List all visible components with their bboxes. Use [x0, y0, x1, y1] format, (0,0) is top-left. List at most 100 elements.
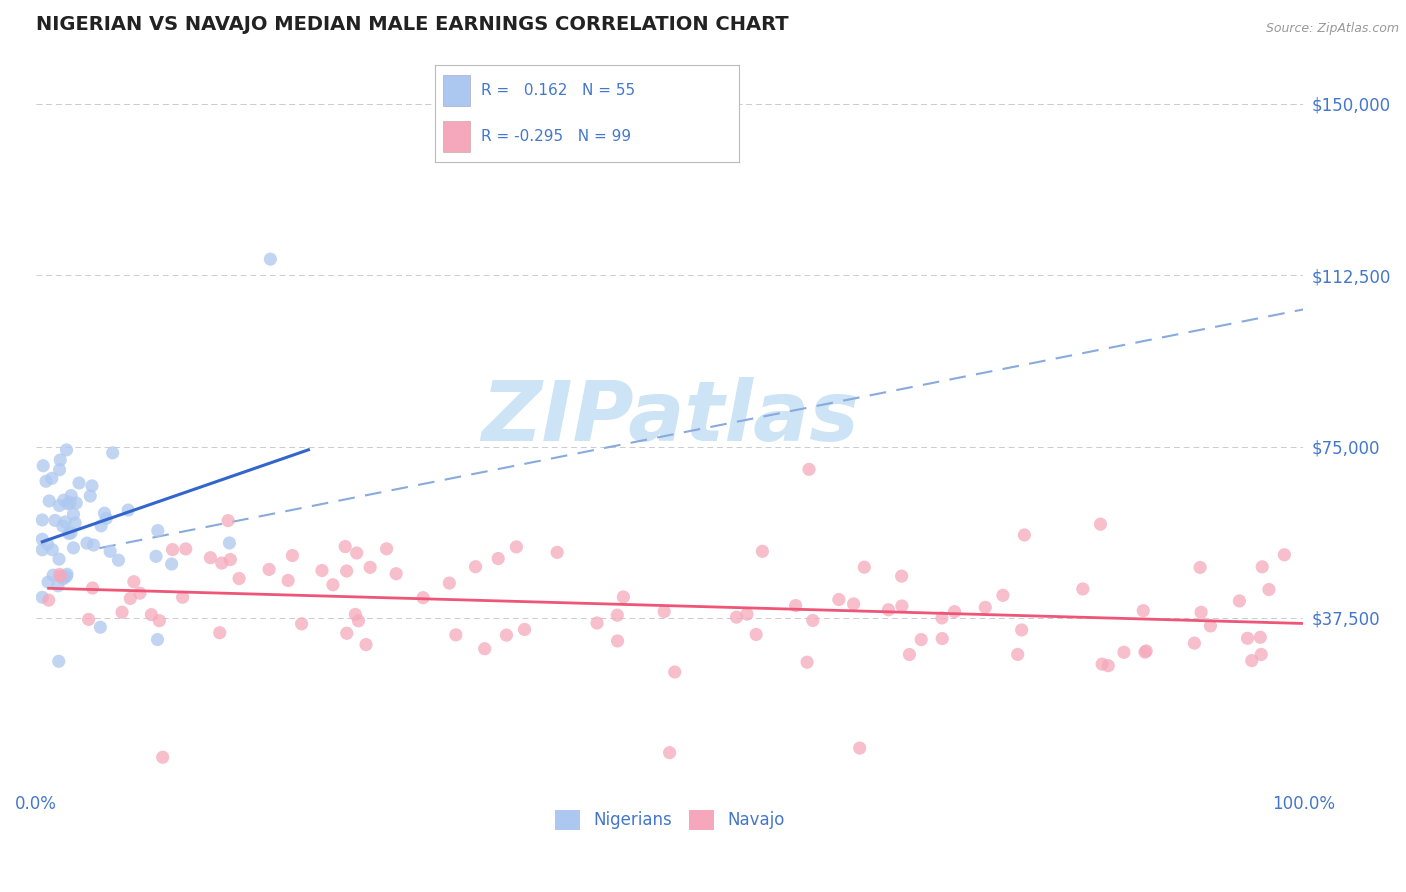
Point — [354, 638, 377, 652]
Point — [160, 557, 183, 571]
Point — [474, 641, 496, 656]
Point — [107, 553, 129, 567]
Point — [890, 569, 912, 583]
Point — [291, 616, 314, 631]
Point — [49, 453, 72, 467]
Point — [148, 614, 170, 628]
Point — [48, 463, 70, 477]
Point — [174, 541, 197, 556]
Point — [101, 446, 124, 460]
Point — [82, 581, 104, 595]
Point — [41, 542, 63, 557]
Point — [1132, 604, 1154, 618]
Point — [828, 592, 851, 607]
Point — [1007, 648, 1029, 662]
Point — [146, 632, 169, 647]
Point — [322, 578, 344, 592]
Point — [1184, 636, 1206, 650]
Point — [1199, 619, 1222, 633]
Point — [55, 569, 77, 583]
Point — [890, 599, 912, 613]
Point — [853, 560, 876, 574]
Point — [658, 746, 681, 760]
Point — [122, 574, 145, 589]
Point — [412, 591, 434, 605]
Point — [31, 513, 53, 527]
Point — [62, 541, 84, 555]
Point — [60, 525, 83, 540]
Point — [76, 536, 98, 550]
Text: NIGERIAN VS NAVAJO MEDIAN MALE EARNINGS CORRELATION CHART: NIGERIAN VS NAVAJO MEDIAN MALE EARNINGS … — [37, 15, 789, 34]
Point — [146, 524, 169, 538]
Point — [931, 632, 953, 646]
Point — [44, 513, 66, 527]
Point — [1189, 560, 1212, 574]
Point — [974, 600, 997, 615]
Point — [152, 750, 174, 764]
Point — [444, 628, 467, 642]
Point — [1249, 630, 1271, 644]
Point — [842, 597, 865, 611]
Point — [48, 567, 70, 582]
Point — [62, 507, 84, 521]
Point — [991, 588, 1014, 602]
Point — [1251, 559, 1274, 574]
Point — [37, 537, 59, 551]
Point — [60, 489, 83, 503]
Point — [1071, 582, 1094, 596]
Point — [664, 665, 686, 679]
Point — [53, 570, 76, 584]
Point — [128, 586, 150, 600]
Point — [96, 511, 118, 525]
Text: Source: ZipAtlas.com: Source: ZipAtlas.com — [1265, 22, 1399, 36]
Point — [56, 497, 79, 511]
Point — [848, 741, 870, 756]
Point — [58, 526, 80, 541]
Point — [898, 648, 921, 662]
Point — [606, 608, 628, 623]
Point — [546, 545, 568, 559]
Point — [46, 579, 69, 593]
Point — [41, 471, 63, 485]
Point — [77, 612, 100, 626]
Point — [52, 572, 75, 586]
Point — [1135, 644, 1157, 658]
Point — [42, 568, 65, 582]
Point — [1014, 528, 1036, 542]
Point — [344, 607, 367, 622]
Point — [83, 538, 105, 552]
Point — [359, 560, 381, 574]
Point — [38, 494, 60, 508]
Point — [785, 599, 807, 613]
Point — [495, 628, 517, 642]
Point — [1240, 654, 1263, 668]
Point — [90, 518, 112, 533]
Point — [35, 475, 58, 489]
Point — [55, 442, 77, 457]
Point — [52, 493, 75, 508]
Point — [200, 550, 222, 565]
Point — [257, 562, 280, 576]
Point — [67, 475, 90, 490]
Point — [375, 541, 398, 556]
Point — [385, 566, 408, 581]
Point — [606, 634, 628, 648]
Point — [31, 542, 53, 557]
Point — [32, 458, 55, 473]
Point — [141, 607, 163, 622]
Point — [1189, 605, 1212, 619]
Point — [281, 549, 304, 563]
Point — [877, 603, 900, 617]
Point — [336, 564, 359, 578]
Point — [93, 506, 115, 520]
Point — [53, 515, 76, 529]
Point — [735, 607, 758, 622]
Point — [37, 575, 59, 590]
Point — [1091, 657, 1114, 672]
Point — [63, 516, 86, 530]
Point — [796, 655, 818, 669]
Point — [1097, 658, 1119, 673]
Point — [111, 605, 134, 619]
Point — [52, 519, 75, 533]
Point — [652, 605, 675, 619]
